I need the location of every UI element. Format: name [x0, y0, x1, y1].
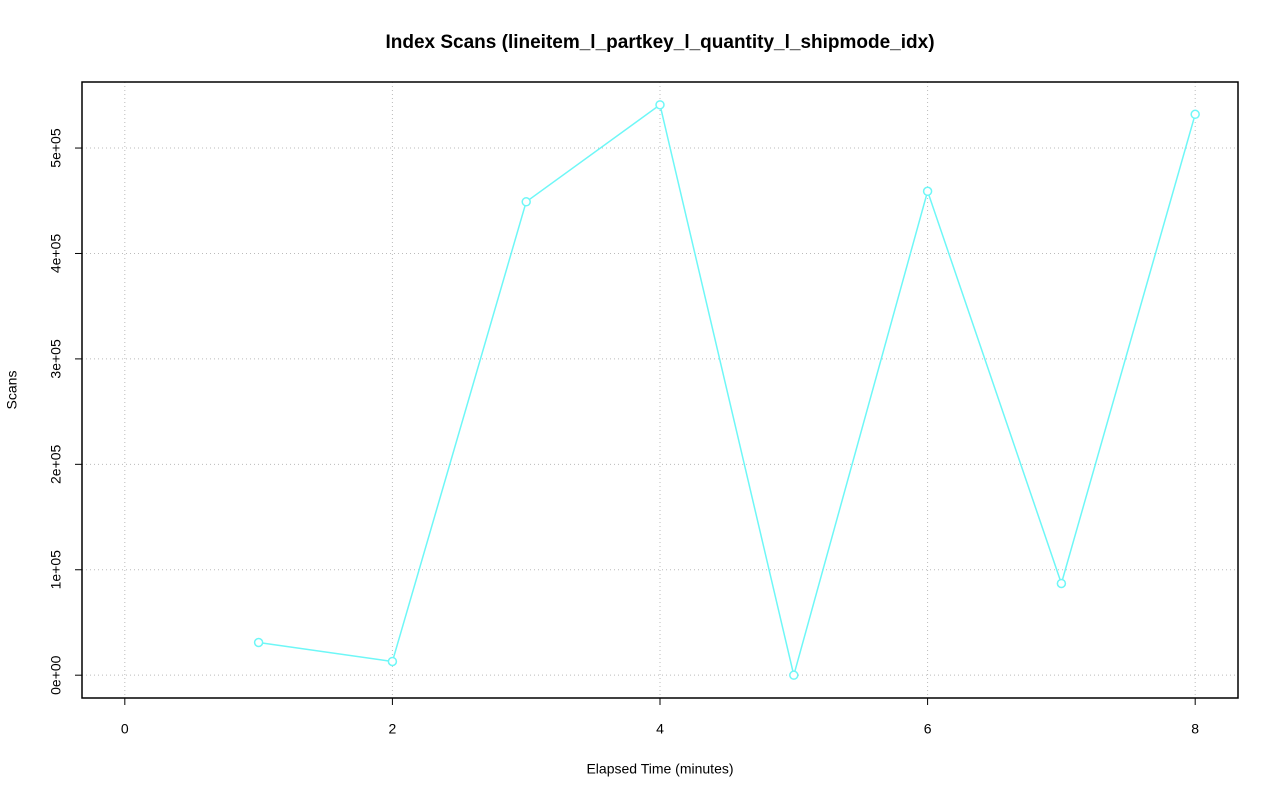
data-point	[253, 637, 264, 648]
x-tick-label: 4	[656, 721, 664, 737]
y-tick-label: 3e+05	[48, 339, 64, 379]
data-point	[922, 186, 933, 197]
y-tick-label: 0e+00	[48, 655, 64, 695]
y-tick-label: 1e+05	[48, 550, 64, 590]
x-tick-label: 8	[1191, 721, 1199, 737]
series-line	[258, 103, 1196, 676]
data-point	[521, 197, 531, 207]
x-tick-label: 2	[389, 721, 397, 737]
y-tick-label: 5e+05	[48, 128, 64, 168]
x-tick-label: 6	[924, 721, 932, 737]
y-tick-label: 4e+05	[48, 234, 64, 274]
data-point	[655, 100, 665, 110]
plot-frame	[81, 81, 1239, 699]
chart-title: Index Scans (lineitem_l_partkey_l_quanti…	[385, 32, 934, 53]
y-axis-title: Scans	[4, 371, 20, 410]
x-tick-label: 0	[121, 721, 129, 737]
data-point	[387, 656, 398, 667]
x-axis-title: Elapsed Time (minutes)	[586, 761, 733, 777]
y-tick-label: 2e+05	[48, 444, 64, 484]
data-point	[789, 670, 799, 680]
data-point	[1056, 578, 1067, 589]
data-point	[1190, 109, 1200, 120]
